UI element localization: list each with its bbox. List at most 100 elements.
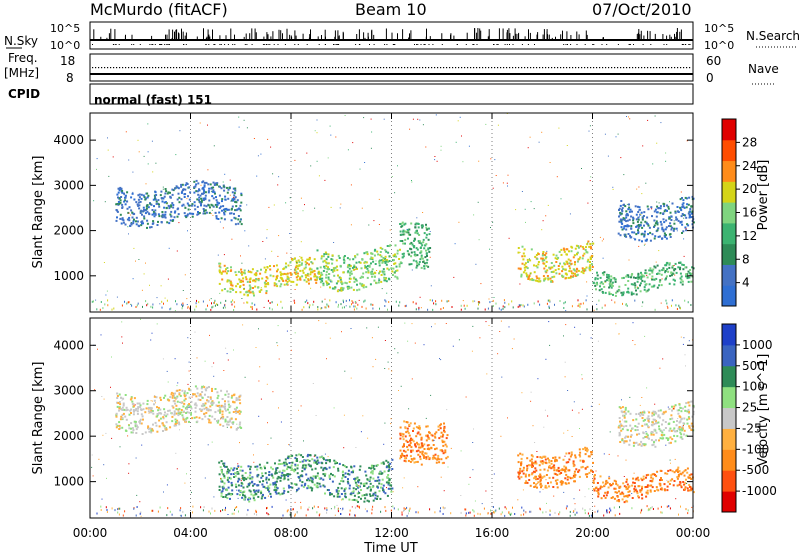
scatter-point <box>311 468 314 471</box>
scatter-point <box>137 407 140 410</box>
scatter-point <box>160 190 163 193</box>
scatter-point <box>283 283 286 286</box>
scatter-point <box>153 212 155 215</box>
scatter-point <box>211 387 213 390</box>
search-noise-dot <box>159 44 161 45</box>
ground-speck <box>230 300 232 303</box>
scatter-point <box>350 466 353 469</box>
freq-dots <box>90 67 693 75</box>
scatter-point <box>370 262 372 265</box>
scatter-point <box>243 498 246 501</box>
scatter-point <box>342 287 345 290</box>
scatter-point <box>640 276 643 279</box>
scatter-point <box>336 495 339 498</box>
scatter-point <box>306 459 309 461</box>
scatter-point <box>199 393 202 396</box>
scatter-point <box>208 409 211 412</box>
scatter-point <box>223 464 225 467</box>
scatter-point <box>132 429 135 431</box>
scatter-point <box>229 287 232 290</box>
scatter-point <box>237 411 239 413</box>
scatter-point <box>145 197 148 200</box>
scatter-point <box>221 416 224 419</box>
scatter-point <box>181 204 184 207</box>
scatter-point <box>218 282 221 285</box>
scatter-point <box>547 278 550 281</box>
scatter-point <box>290 464 293 467</box>
search-noise-dot <box>666 44 668 45</box>
scatter-point <box>679 277 682 280</box>
scatter-point <box>167 409 170 412</box>
scatter-point <box>247 465 250 468</box>
nave-dot <box>662 67 664 69</box>
scatter-point <box>139 200 142 203</box>
ground-speck <box>520 304 522 306</box>
scatter-point <box>197 213 200 215</box>
scatter-point <box>400 222 403 225</box>
scatter-point <box>133 218 135 221</box>
ground-speck <box>343 306 345 309</box>
scatter-point <box>337 469 340 472</box>
scatter-point <box>327 283 330 285</box>
noise-speck <box>666 305 668 307</box>
scatter-point <box>620 226 623 229</box>
scatter-point <box>619 204 622 207</box>
scatter-point <box>206 399 209 402</box>
ground-speck <box>207 304 208 307</box>
scatter-point <box>636 433 638 436</box>
scatter-point <box>172 204 175 206</box>
scatter-point <box>594 487 597 490</box>
scatter-point <box>227 208 230 211</box>
scatter-point <box>430 446 433 449</box>
scatter-point <box>536 277 539 280</box>
noise-speck <box>478 301 480 302</box>
scatter-point <box>382 268 385 271</box>
scatter-point <box>362 286 365 289</box>
scatter-point <box>118 406 121 409</box>
scatter-point <box>154 191 157 194</box>
noise-speck <box>495 175 497 176</box>
scatter-point <box>388 464 390 467</box>
scatter-point <box>180 191 183 194</box>
scatter-point <box>280 283 283 286</box>
scatter-point <box>228 469 231 472</box>
scatter-point <box>144 431 147 434</box>
scatter-point <box>547 457 549 460</box>
scatter-point <box>384 262 387 264</box>
scatter-point <box>435 447 438 450</box>
scatter-point <box>596 283 599 286</box>
scatter-point <box>296 467 299 470</box>
nave-dot <box>224 67 226 69</box>
scatter-point <box>162 417 165 420</box>
scatter-point <box>536 280 539 282</box>
scatter-point <box>688 489 691 492</box>
scatter-point <box>344 487 347 490</box>
scatter-point <box>419 426 421 429</box>
scatter-point <box>198 196 201 199</box>
scatter-point <box>625 228 628 231</box>
scatter-point <box>118 424 121 427</box>
ground-speck <box>308 306 310 309</box>
scatter-point <box>642 475 645 478</box>
y-tick-label: 2000 <box>53 224 84 238</box>
scatter-point <box>172 206 175 209</box>
scatter-point <box>629 435 632 438</box>
noise-speck <box>264 258 266 260</box>
scatter-point <box>179 394 182 397</box>
scatter-point <box>215 215 218 218</box>
scatter-point <box>439 427 442 430</box>
scatter-point <box>625 275 628 278</box>
scatter-point <box>408 424 411 426</box>
ground-speck <box>256 308 258 311</box>
scatter-point <box>619 218 622 221</box>
ground-speck <box>625 303 627 306</box>
scatter-point <box>216 391 219 394</box>
scatter-point <box>620 200 623 202</box>
scatter-point <box>280 474 283 477</box>
scatter-point <box>350 471 353 474</box>
scatter-point <box>635 477 638 480</box>
scatter-point <box>231 421 234 424</box>
scatter-point <box>221 278 224 281</box>
ground-speck <box>395 300 397 303</box>
scatter-point <box>669 222 672 225</box>
